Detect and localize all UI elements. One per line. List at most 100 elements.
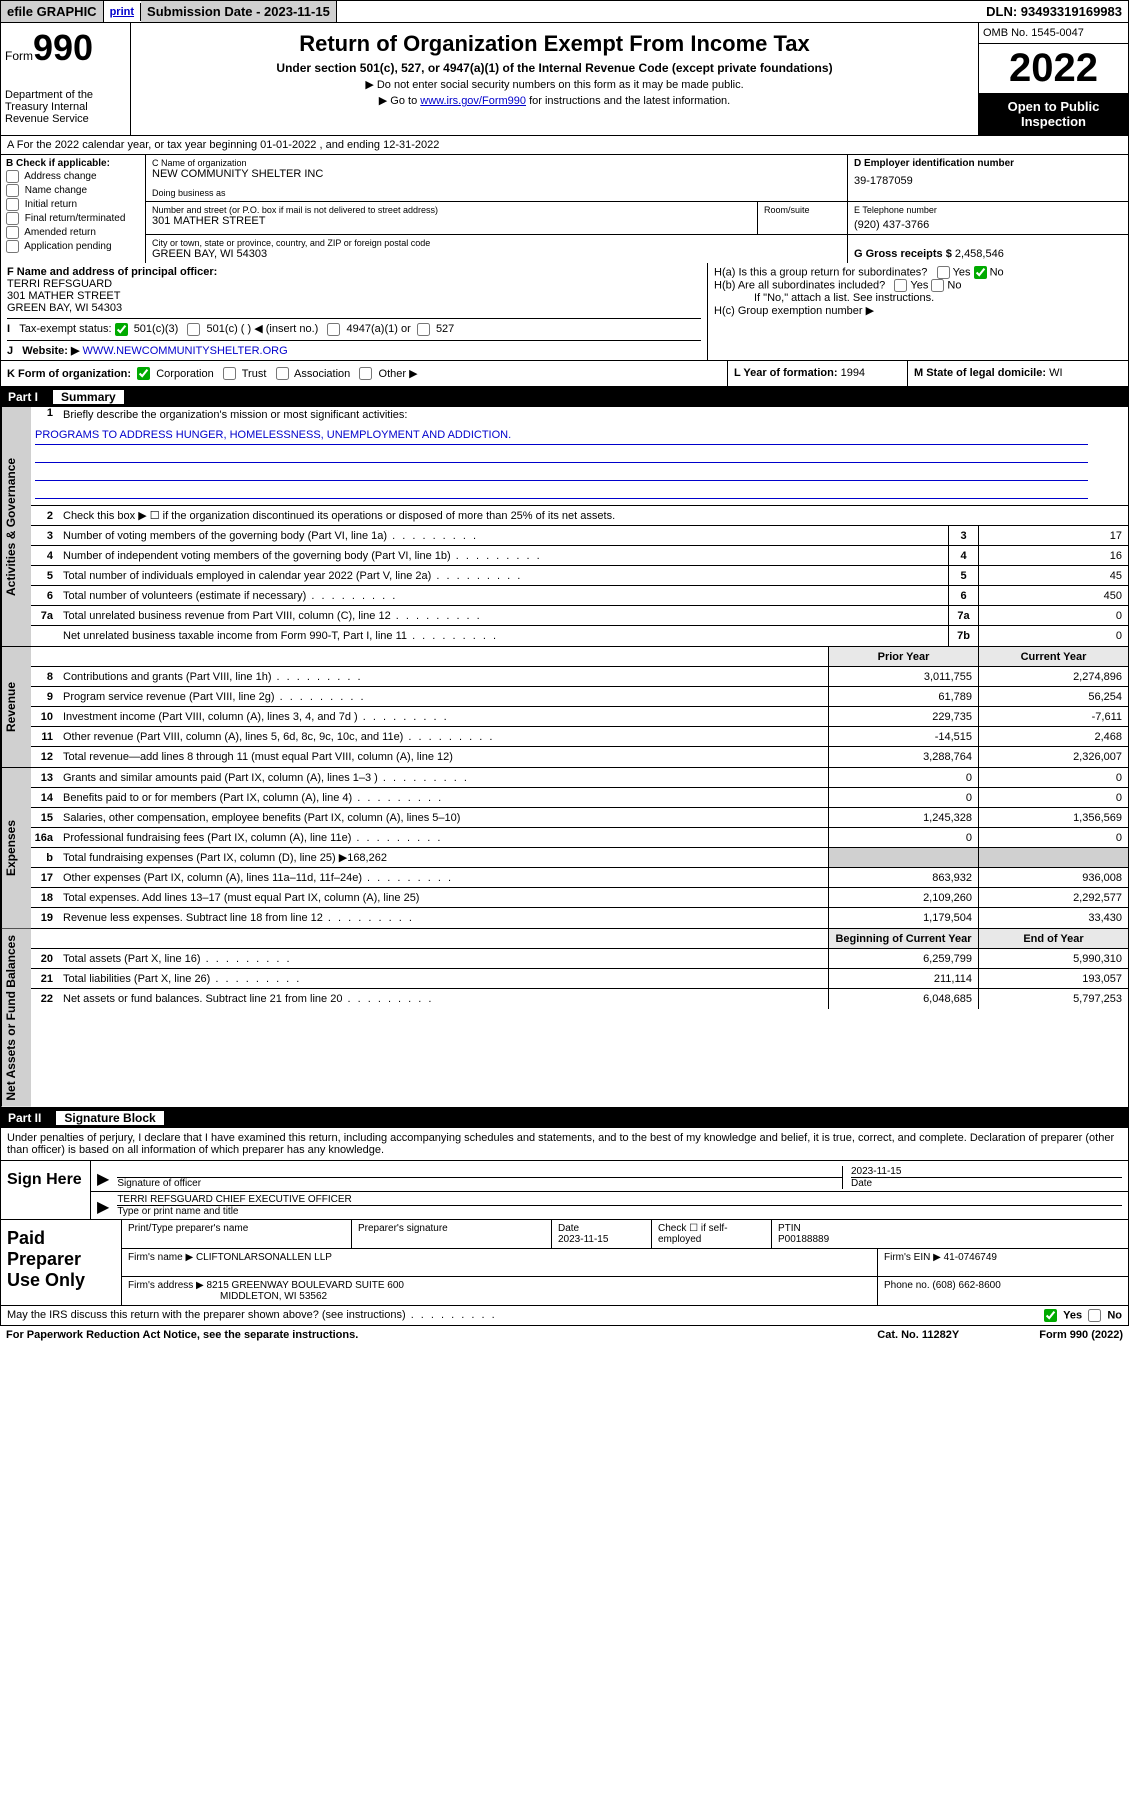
omb-number: OMB No. 1545-0047	[979, 23, 1128, 44]
k-o2: Trust	[242, 368, 267, 380]
hb-lbl: H(b) Are all subordinates included?	[714, 279, 885, 291]
form-header: Form990 Department of the Treasury Inter…	[0, 23, 1129, 136]
firm-ein-val: 41-0746749	[944, 1252, 997, 1263]
firm-addr2: MIDDLETON, WI 53562	[128, 1291, 327, 1302]
pra-notice: For Paperwork Reduction Act Notice, see …	[6, 1329, 877, 1341]
instr2-pre: ▶ Go to	[379, 95, 420, 107]
cb-trust[interactable]	[223, 367, 236, 380]
l7a-text: Total unrelated business revenue from Pa…	[59, 608, 948, 624]
vtab-rev: Revenue	[1, 647, 31, 767]
tax-year: 2022	[979, 44, 1128, 93]
row-klm: K Form of organization: Corporation Trus…	[0, 361, 1129, 388]
cb-hb-no[interactable]	[931, 279, 944, 292]
vtab-exp: Expenses	[1, 768, 31, 928]
arrow-icon-2: ▶	[97, 1197, 109, 1217]
l16b-c	[978, 848, 1128, 867]
section-governance: Activities & Governance 1Briefly describ…	[0, 407, 1129, 647]
l11-c: 2,468	[978, 727, 1128, 746]
l20-p: 6,259,799	[828, 949, 978, 968]
l11-text: Other revenue (Part VIII, column (A), li…	[59, 729, 828, 745]
l4-val: 16	[978, 546, 1128, 565]
cb-ha-yes[interactable]	[937, 266, 950, 279]
cb-amended[interactable]: Amended return	[6, 226, 140, 239]
l14-text: Benefits paid to or for members (Part IX…	[59, 790, 828, 806]
l13-p: 0	[828, 768, 978, 787]
prep-sig-lbl: Preparer's signature	[352, 1220, 552, 1248]
section-net-assets: Net Assets or Fund Balances Beginning of…	[0, 929, 1129, 1108]
l1-text: Briefly describe the organization's miss…	[59, 407, 1128, 423]
phone-val: (920) 437-3766	[854, 219, 1122, 231]
f-name: TERRI REFSGUARD	[7, 278, 701, 290]
website-val[interactable]: WWW.NEWCOMMUNITYSHELTER.ORG	[83, 345, 288, 357]
l9-text: Program service revenue (Part VIII, line…	[59, 689, 828, 705]
header-left: Form990 Department of the Treasury Inter…	[1, 23, 131, 135]
prep-title: Paid Preparer Use Only	[1, 1220, 121, 1305]
l21-p: 211,114	[828, 969, 978, 988]
cb-corp[interactable]	[137, 367, 150, 380]
form-number: 990	[33, 27, 93, 68]
part1-name: Part I	[8, 390, 38, 404]
form-ref: Form 990 (2022)	[1039, 1329, 1123, 1341]
cb-501c[interactable]	[187, 323, 200, 336]
cb-hb-yes[interactable]	[894, 279, 907, 292]
part1-title: Summary	[53, 390, 124, 404]
l15-p: 1,245,328	[828, 808, 978, 827]
l17-text: Other expenses (Part IX, column (A), lin…	[59, 870, 828, 886]
sig-date-val: 2023-11-15	[851, 1166, 1122, 1177]
l5-val: 45	[978, 566, 1128, 585]
k-left: K Form of organization: Corporation Trus…	[1, 361, 728, 387]
i-lbl: Tax-exempt status:	[19, 323, 111, 335]
firm-name-cell: Firm's name ▶ CLIFTONLARSONALLEN LLP	[122, 1249, 878, 1276]
l11-p: -14,515	[828, 727, 978, 746]
l16a-c: 0	[978, 828, 1128, 847]
g-val: 2,458,546	[955, 248, 1004, 260]
cb-ha-no[interactable]	[974, 266, 987, 279]
cat-no: Cat. No. 11282Y	[877, 1329, 959, 1341]
l21-text: Total liabilities (Part X, line 26)	[59, 971, 828, 987]
footer-irs-discuss: May the IRS discuss this return with the…	[0, 1306, 1129, 1326]
ha-lbl: H(a) Is this a group return for subordin…	[714, 266, 927, 278]
l8-text: Contributions and grants (Part VIII, lin…	[59, 669, 828, 685]
cb-assoc[interactable]	[276, 367, 289, 380]
k-o1: Corporation	[156, 368, 213, 380]
cb-4947[interactable]	[327, 323, 340, 336]
mission-box: PROGRAMS TO ADDRESS HUNGER, HOMELESSNESS…	[31, 423, 1128, 505]
cb-initial-return[interactable]: Initial return	[6, 198, 140, 211]
room-box: Room/suite	[758, 202, 848, 234]
prep-date-cell: Date2023-11-15	[552, 1220, 652, 1248]
cb-address-change[interactable]: Address change	[6, 170, 140, 183]
cb-app-pending[interactable]: Application pending	[6, 240, 140, 253]
l17-p: 863,932	[828, 868, 978, 887]
arrow-icon: ▶	[97, 1169, 109, 1189]
sig-intro: Under penalties of perjury, I declare th…	[0, 1128, 1129, 1161]
l3-box: 3	[948, 526, 978, 545]
cb-name-change[interactable]: Name change	[6, 184, 140, 197]
cb-other[interactable]	[359, 367, 372, 380]
form990-link[interactable]: www.irs.gov/Form990	[420, 95, 526, 107]
j-lbl: Website: ▶	[22, 345, 79, 357]
l7b-text: Net unrelated business taxable income fr…	[59, 628, 948, 644]
paid-preparer-block: Paid Preparer Use Only Print/Type prepar…	[0, 1220, 1129, 1306]
vtab-gov: Activities & Governance	[1, 407, 31, 646]
cb-501c3[interactable]	[115, 323, 128, 336]
i-o2: 501(c) ( ) ◀ (insert no.)	[207, 323, 319, 335]
hb-note: If "No," attach a list. See instructions…	[714, 292, 1122, 304]
instr-1: ▶ Do not enter social security numbers o…	[141, 78, 968, 91]
part1-header: Part I Summary	[0, 387, 1129, 407]
print-link[interactable]: print	[104, 3, 141, 21]
yes-lbl: Yes	[1063, 1309, 1082, 1321]
l19-c: 33,430	[978, 908, 1128, 928]
footer-yes[interactable]: Yes	[1044, 1309, 1082, 1322]
cb-lbl-5: Application pending	[24, 241, 111, 252]
footer-no[interactable]: No	[1088, 1309, 1122, 1322]
l4-box: 4	[948, 546, 978, 565]
cb-final-return[interactable]: Final return/terminated	[6, 212, 140, 225]
cb-527[interactable]	[417, 323, 430, 336]
header-right: OMB No. 1545-0047 2022 Open to Public In…	[978, 23, 1128, 135]
b-label: B Check if applicable:	[6, 158, 140, 169]
ein-val: 39-1787059	[854, 175, 1122, 187]
prep-date-lbl: Date	[558, 1223, 579, 1234]
ha: H(a) Is this a group return for subordin…	[714, 266, 1122, 279]
l17-c: 936,008	[978, 868, 1128, 887]
hc: H(c) Group exemption number ▶	[714, 304, 1122, 317]
